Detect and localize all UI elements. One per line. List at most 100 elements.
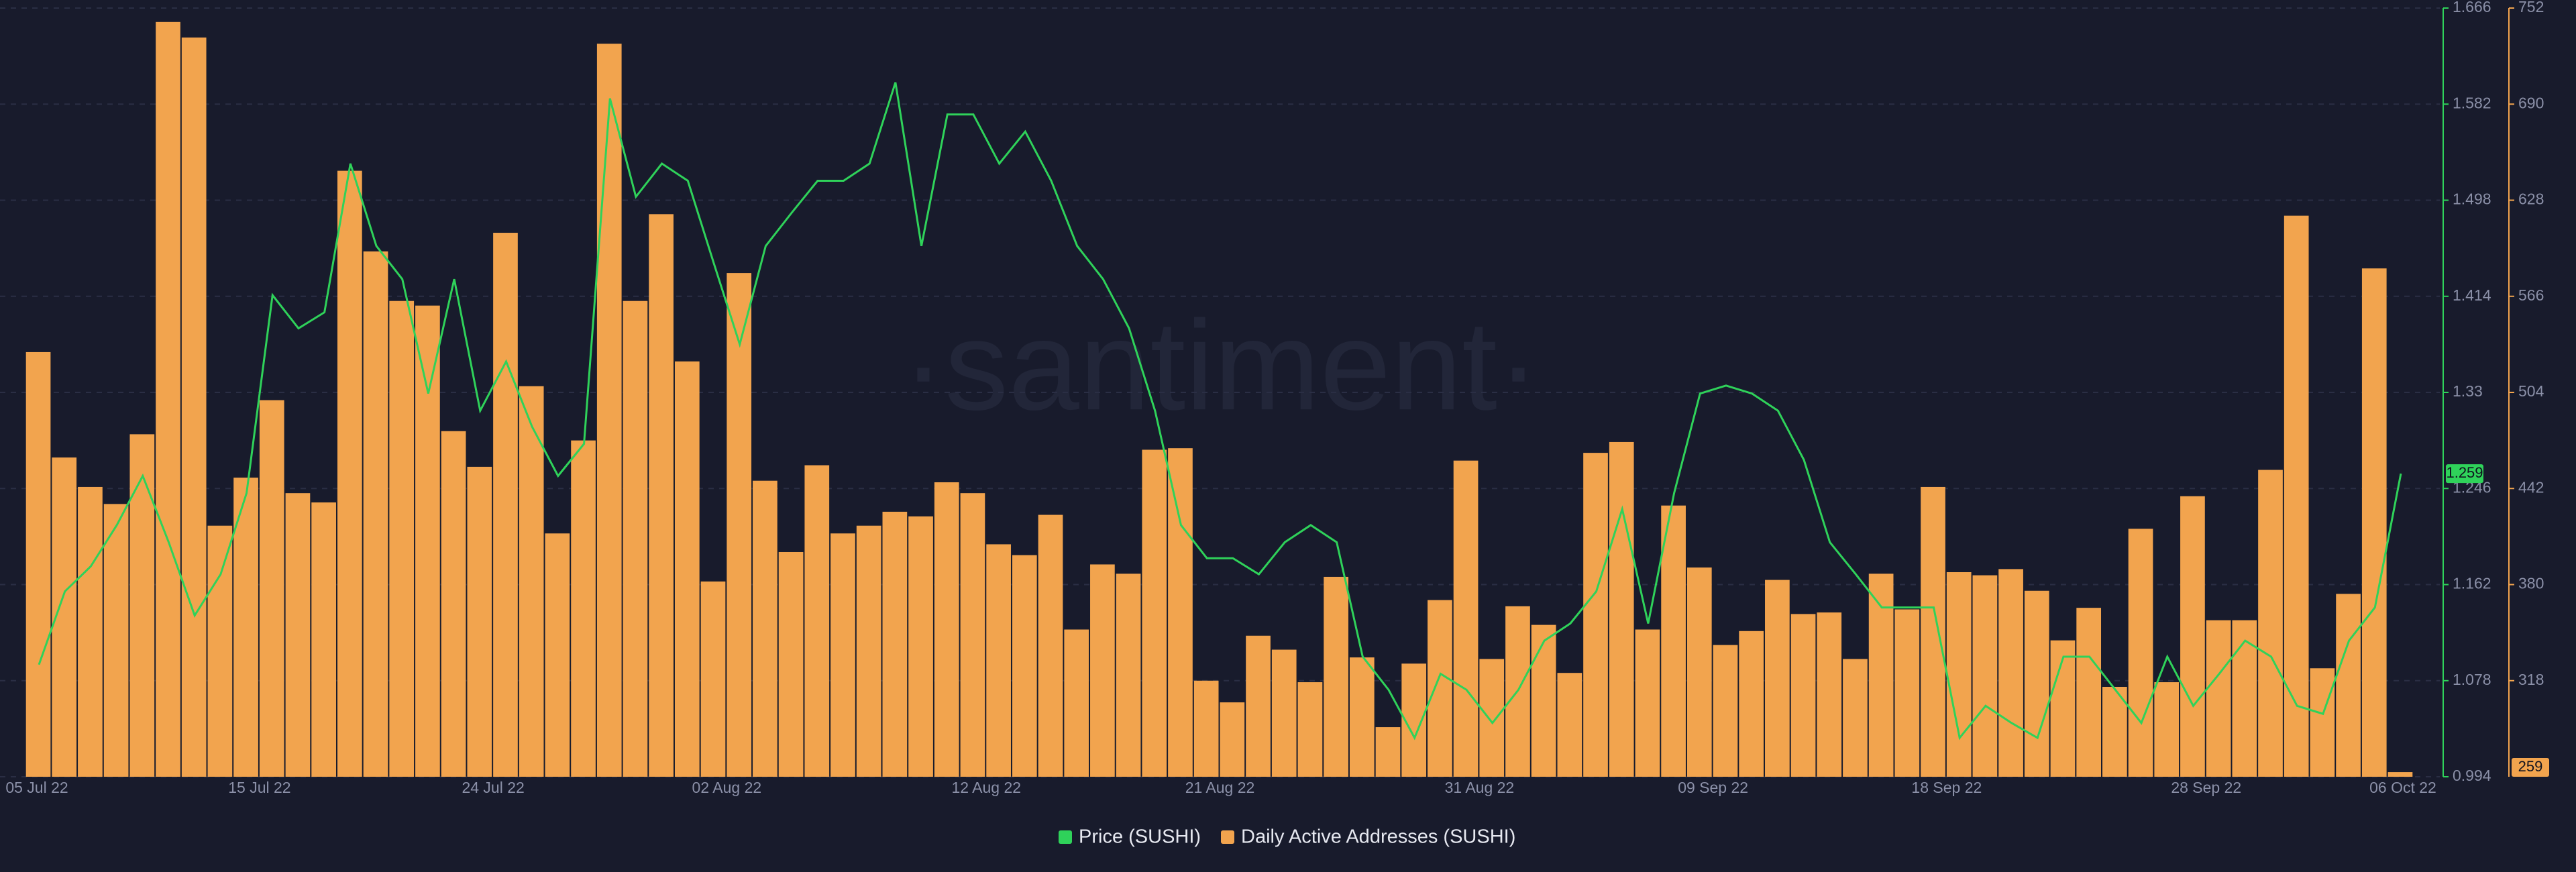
bar	[1843, 659, 1868, 777]
y-tick-label: 0.994	[2453, 767, 2491, 784]
bar	[1972, 575, 1998, 777]
bar	[778, 551, 804, 777]
bar	[467, 466, 492, 777]
y-tick-label: 1.582	[2453, 94, 2491, 111]
bar	[934, 482, 959, 777]
bar	[1661, 505, 1686, 777]
bar	[804, 465, 830, 777]
x-tick-label: 06 Oct 22	[2369, 779, 2436, 796]
current-value-box	[2512, 758, 2549, 777]
bar	[1765, 580, 1790, 777]
x-tick-label: 09 Sep 22	[1678, 779, 1748, 796]
bar	[2387, 772, 2413, 777]
current-value-label: 259	[2518, 758, 2543, 775]
bar	[1921, 486, 1945, 777]
bar	[259, 400, 284, 777]
bar	[2024, 590, 2049, 777]
bar	[1012, 555, 1037, 777]
bar	[2206, 620, 2231, 777]
bar	[1946, 572, 1972, 777]
bar	[1090, 564, 1115, 777]
bar	[1064, 629, 1089, 777]
bar	[623, 301, 648, 777]
bar	[285, 493, 311, 777]
bar	[1246, 635, 1271, 777]
bar	[389, 301, 415, 777]
price-line	[38, 82, 2402, 741]
x-tick-label: 05 Jul 22	[5, 779, 68, 796]
bar	[1168, 448, 1193, 777]
x-tick-label: 21 Aug 22	[1185, 779, 1255, 796]
y-tick-label: 1.078	[2453, 671, 2491, 688]
bar	[415, 305, 440, 777]
bar	[2336, 594, 2361, 777]
bar	[960, 493, 985, 777]
bar	[1713, 645, 1738, 777]
y-tick-label: 1.33	[2453, 382, 2483, 400]
bar	[2154, 682, 2180, 777]
bar	[545, 533, 570, 777]
y2-tick-label: 566	[2518, 286, 2544, 304]
y2-tick-label: 318	[2518, 671, 2544, 688]
bar	[1894, 609, 1920, 777]
y-tick-label: 1.414	[2453, 286, 2491, 304]
bar	[908, 516, 933, 777]
bar	[727, 273, 752, 777]
bar	[1868, 574, 1894, 777]
bar	[1686, 567, 1712, 777]
bar	[1739, 631, 1764, 777]
watermark: ·santiment·	[902, 294, 1540, 437]
bar	[1998, 569, 2023, 777]
bar	[882, 511, 908, 777]
bar	[519, 386, 544, 777]
bar	[674, 361, 700, 777]
current-value-label: 1.259	[2446, 464, 2483, 481]
y-tick-label: 1.666	[2453, 0, 2491, 15]
x-tick-label: 31 Aug 22	[1445, 779, 1515, 796]
legend-label: Daily Active Addresses (SUSHI)	[1241, 826, 1515, 848]
bar	[1609, 441, 1634, 777]
y2-tick-label: 380	[2518, 575, 2544, 592]
bar	[2310, 668, 2335, 777]
bar	[830, 533, 855, 777]
bar	[649, 214, 674, 777]
bar	[1583, 453, 1608, 777]
bar	[103, 504, 129, 777]
bar	[156, 21, 180, 777]
bar	[1479, 659, 1505, 777]
y2-tick-label: 752	[2518, 0, 2544, 15]
bar	[207, 525, 233, 777]
bar	[753, 480, 777, 777]
bar	[493, 233, 518, 777]
bar	[1271, 649, 1297, 777]
bar	[1297, 682, 1323, 777]
bar	[2361, 268, 2387, 777]
y-tick-label: 1.498	[2453, 190, 2491, 208]
bar	[1790, 614, 1816, 777]
x-tick-label: 18 Sep 22	[1911, 779, 1982, 796]
bar	[363, 251, 388, 777]
bar	[2050, 640, 2076, 777]
legend-swatch	[1221, 830, 1234, 844]
x-tick-label: 28 Sep 22	[2171, 779, 2241, 796]
x-tick-label: 24 Jul 22	[462, 779, 524, 796]
bar	[571, 440, 596, 777]
bar	[233, 478, 258, 777]
bar	[1324, 576, 1348, 777]
bar	[1220, 702, 1245, 777]
bar	[1193, 680, 1219, 777]
bar	[129, 434, 155, 777]
bar	[1453, 460, 1479, 777]
bar	[2128, 529, 2153, 777]
y-tick-label: 1.162	[2453, 575, 2491, 592]
bar	[337, 170, 362, 777]
x-tick-label: 15 Jul 22	[228, 779, 290, 796]
y2-tick-label: 504	[2518, 382, 2544, 400]
bar	[2102, 686, 2127, 777]
y2-tick-label: 442	[2518, 478, 2544, 496]
bar	[986, 544, 1011, 777]
bar	[1531, 624, 1556, 777]
legend-swatch	[1059, 830, 1072, 844]
bar	[2258, 470, 2283, 777]
